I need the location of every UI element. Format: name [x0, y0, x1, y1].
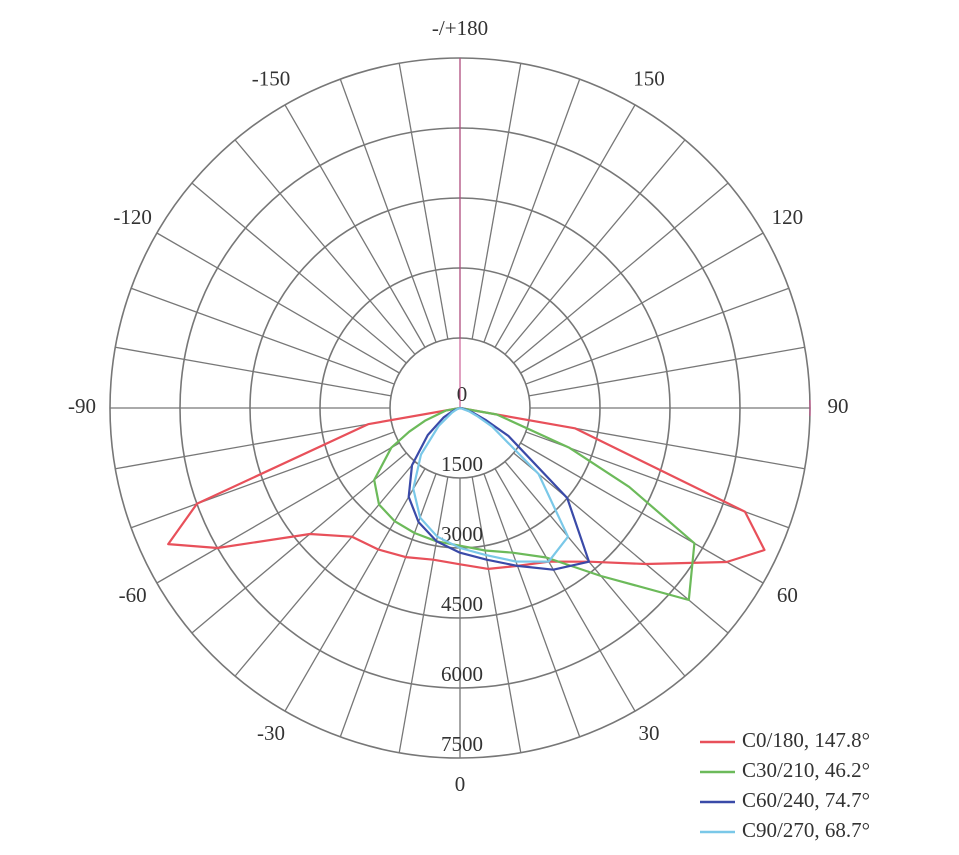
legend-label: C30/210, 46.2°	[742, 758, 870, 782]
angle-tick-label: -150	[252, 66, 291, 90]
r-tick-label: 4500	[441, 592, 483, 616]
angle-tick-label: 30	[639, 721, 660, 745]
r-tick-label: 0	[457, 382, 468, 406]
angle-tick-label: -60	[119, 583, 147, 607]
series-line	[412, 406, 570, 563]
angle-tick-label: 120	[772, 205, 804, 229]
series-line	[407, 406, 591, 571]
legend-label: C60/240, 74.7°	[742, 788, 870, 812]
angle-tick-label: -90	[68, 394, 96, 418]
angle-tick-label: -120	[113, 205, 152, 229]
angle-tick-label: 60	[777, 583, 798, 607]
angle-tick-label: 150	[633, 66, 665, 90]
angle-tick-label: -/+180	[432, 16, 488, 40]
r-tick-label: 6000	[441, 662, 483, 686]
r-tick-label: 7500	[441, 732, 483, 756]
r-tick-label: 1500	[441, 452, 483, 476]
series-line	[167, 406, 766, 570]
legend-label: C90/270, 68.7°	[742, 818, 870, 842]
angle-tick-label: 90	[828, 394, 849, 418]
series-line	[373, 406, 696, 602]
angle-tick-label: -30	[257, 721, 285, 745]
angle-tick-label: 0	[455, 772, 466, 796]
legend-label: C0/180, 147.8°	[742, 728, 870, 752]
